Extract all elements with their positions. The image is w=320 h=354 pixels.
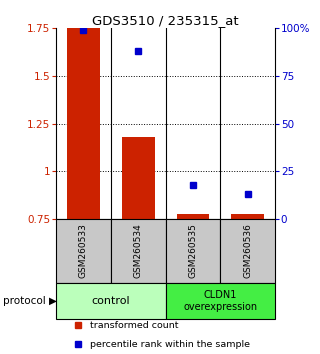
Bar (122, 137, 155, 219)
Text: percentile rank within the sample: percentile rank within the sample (90, 339, 250, 349)
Title: GDS3510 / 235315_at: GDS3510 / 235315_at (92, 14, 239, 27)
Text: GSM260536: GSM260536 (243, 224, 252, 279)
Text: transformed count: transformed count (90, 320, 179, 330)
Bar (231, 215, 264, 219)
Bar (56, 283, 166, 319)
Text: control: control (92, 296, 130, 306)
Bar (111, 219, 166, 283)
Bar (67, 28, 100, 219)
Bar (166, 219, 220, 283)
Bar (220, 219, 275, 283)
Bar (56, 219, 111, 283)
Bar (166, 283, 275, 319)
Text: GSM260535: GSM260535 (188, 224, 197, 279)
Text: protocol ▶: protocol ▶ (3, 296, 57, 306)
Text: CLDN1
overexpression: CLDN1 overexpression (183, 290, 258, 312)
Text: GSM260533: GSM260533 (79, 224, 88, 279)
Bar (177, 215, 210, 219)
Text: GSM260534: GSM260534 (134, 224, 143, 278)
